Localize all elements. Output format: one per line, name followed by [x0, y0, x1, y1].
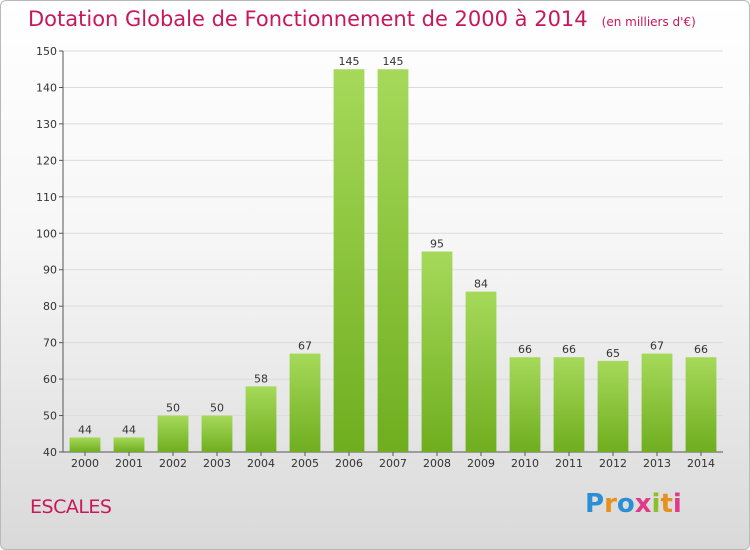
title-text: Dotation Globale de Fonctionnement de 20…	[28, 7, 588, 31]
y-tick-label: 90	[43, 264, 57, 277]
bar-2013	[641, 353, 673, 452]
x-tick-label: 2007	[379, 457, 407, 470]
data-label-2013: 67	[650, 340, 664, 353]
data-label-2000: 44	[78, 423, 92, 436]
x-tick-label: 2012	[599, 457, 627, 470]
logo-letter: i	[651, 489, 661, 519]
logo-letter: r	[604, 489, 617, 519]
data-labels: 44 44 50 50 58 67 145 145 95 84 66 66 65 67 66	[78, 55, 708, 436]
data-label-2005: 67	[298, 340, 312, 353]
y-tick-label: 100	[36, 227, 57, 240]
y-tick-label: 110	[36, 191, 57, 204]
bars	[69, 69, 717, 453]
y-tick-label: 60	[43, 373, 57, 386]
y-tick-label: 120	[36, 154, 57, 167]
x-tick-label: 2009	[467, 457, 495, 470]
data-label-2003: 50	[210, 402, 224, 415]
bar-2006	[333, 69, 365, 453]
data-label-2006: 145	[339, 55, 360, 68]
bar-2004	[245, 386, 277, 452]
x-tick-label: 2003	[203, 457, 231, 470]
data-label-2011: 66	[562, 343, 576, 356]
logo-letter: t	[660, 489, 673, 519]
x-tick-label: 2002	[159, 457, 187, 470]
data-label-2014: 66	[694, 343, 708, 356]
x-tick-label: 2010	[511, 457, 539, 470]
logo-letter: i	[672, 489, 682, 519]
y-tick-label: 140	[36, 81, 57, 94]
place-name: ESCALES	[30, 496, 112, 518]
data-label-2001: 44	[122, 423, 136, 436]
x-tick-label: 2005	[291, 457, 319, 470]
chart-subtitle: (en milliers d'€)	[601, 15, 696, 29]
logo-letter: P	[585, 489, 605, 519]
y-tick-label: 70	[43, 337, 57, 350]
proxiti-logo: Proxiti	[585, 489, 682, 519]
bar-2001	[113, 437, 145, 452]
data-label-2012: 65	[606, 347, 620, 360]
x-tick-label: 2004	[247, 457, 275, 470]
bar-2000	[69, 437, 101, 452]
bar-2011	[553, 357, 585, 452]
x-tick-label: 2008	[423, 457, 451, 470]
y-tick-label: 50	[43, 410, 57, 423]
y-tick-label: 80	[43, 300, 57, 313]
data-label-2004: 58	[254, 372, 268, 385]
bar-2009	[465, 291, 497, 452]
data-label-2010: 66	[518, 343, 532, 356]
chart-title: Dotation Globale de Fonctionnement de 20…	[28, 7, 696, 31]
data-label-2008: 95	[430, 238, 444, 251]
x-tick-label: 2006	[335, 457, 363, 470]
bar-2007	[377, 69, 409, 453]
bar-2010	[509, 357, 541, 452]
data-label-2007: 145	[383, 55, 404, 68]
bar-2002	[157, 415, 189, 452]
bar-2003	[201, 415, 233, 452]
x-tick-label: 2013	[643, 457, 671, 470]
y-tick-label: 130	[36, 118, 57, 131]
y-tick-label: 40	[43, 446, 57, 459]
x-tick-label: 2000	[71, 457, 99, 470]
bar-2012	[597, 360, 629, 452]
x-tick-label: 2011	[555, 457, 583, 470]
x-tick-label: 2001	[115, 457, 143, 470]
y-tick-label: 150	[36, 45, 57, 58]
bar-2005	[289, 353, 321, 452]
logo-letter: o	[616, 489, 635, 519]
data-label-2009: 84	[474, 278, 488, 291]
bar-2014	[685, 357, 717, 452]
bar-2008	[421, 251, 453, 452]
x-tick-label: 2014	[687, 457, 715, 470]
data-label-2002: 50	[166, 402, 180, 415]
logo-letter: x	[634, 489, 652, 519]
